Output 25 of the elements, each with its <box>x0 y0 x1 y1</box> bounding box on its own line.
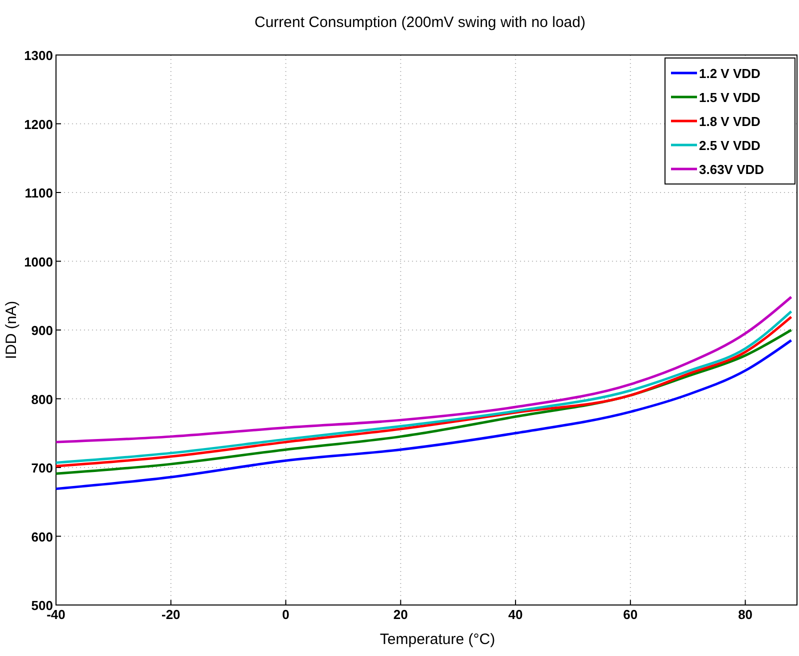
x-tick-label: 60 <box>623 607 638 622</box>
y-tick-label: 1000 <box>24 254 53 270</box>
legend-label: 2.5 V VDD <box>699 138 760 153</box>
x-tick-label: 0 <box>282 607 290 622</box>
y-tick-label: 700 <box>31 460 53 476</box>
x-tick-label: 80 <box>738 607 753 622</box>
y-tick-label: 1300 <box>24 48 53 63</box>
legend-label: 1.5 V VDD <box>699 90 760 105</box>
line-series <box>54 339 793 490</box>
legend-label: 1.2 V VDD <box>699 66 760 81</box>
y-axis-title: IDD (nA) <box>3 300 20 360</box>
line-series <box>54 296 793 444</box>
x-tick-label: 20 <box>393 607 408 622</box>
y-tick-label: 1100 <box>24 186 53 200</box>
x-tick-label: -20 <box>161 607 180 622</box>
x-tick-label: 40 <box>508 607 523 622</box>
y-tick-label: 900 <box>31 323 53 338</box>
y-tick-label: 500 <box>31 598 53 613</box>
y-tick-label: 600 <box>31 529 53 544</box>
legend-label: 1.8 V VDD <box>699 114 760 129</box>
y-tick-label: 1200 <box>24 116 53 132</box>
chart-title: Current Consumption (200mV swing with no load) <box>254 14 586 31</box>
legend-label: 3.63V VDD <box>699 162 764 177</box>
x-axis-title: Temperature (°C) <box>380 631 496 648</box>
y-tick-label: 800 <box>31 392 53 407</box>
